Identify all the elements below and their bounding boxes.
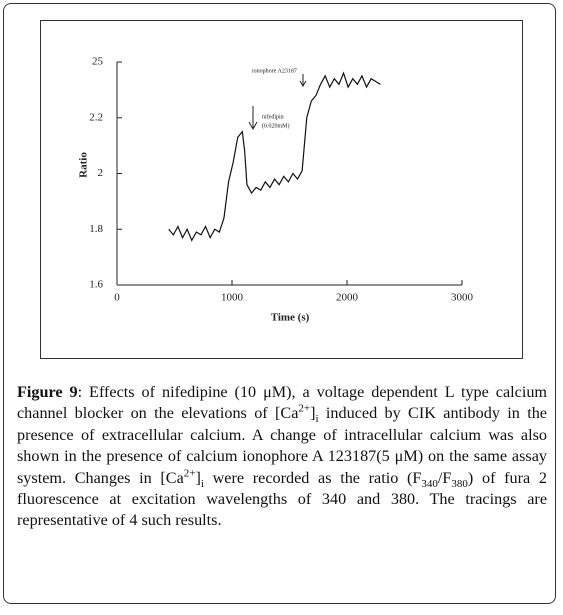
annotation: nifedipin [262, 113, 284, 120]
caption-sup: 2+ [298, 403, 311, 416]
caption-label: Figure 9 [17, 383, 78, 401]
annotation: ionophore A23187 [252, 68, 297, 74]
y-axis-label: Ratio [78, 152, 90, 178]
caption-sub: i [315, 413, 319, 426]
line-trace [168, 71, 381, 242]
caption: Figure 9: Effects of nifedipine (10 μM),… [17, 382, 547, 532]
caption-sup: 2+ [183, 467, 196, 480]
figure-frame [3, 3, 556, 604]
x-tick-label: 3000 [451, 292, 474, 304]
y-tick-label: 2.2 [89, 111, 103, 123]
x-tick-label: 1000 [221, 292, 244, 304]
y-tick-label: 1.8 [89, 223, 103, 235]
caption-sub: 380 [451, 477, 468, 490]
y-tick-label: 2 [98, 167, 104, 179]
x-tick-label: 0 [114, 292, 120, 304]
y-tick-label: 1.6 [89, 279, 103, 291]
caption-text: induced by CIK antibody in the presence … [17, 404, 547, 487]
caption-text: /F [437, 468, 452, 487]
caption-text: : Effects of nifedipine (10 μM), a volta… [17, 383, 548, 423]
caption-text: ] [310, 404, 316, 423]
y-tick-label: 25 [92, 56, 104, 68]
chart-frame [40, 20, 523, 359]
caption-text: ) of fura 2 fluorescence at excitation w… [17, 468, 547, 530]
annotation: (0.020mM) [262, 122, 290, 129]
arrow-head [299, 80, 307, 87]
caption-sub: 340 [421, 477, 438, 490]
chart: nifedipin (0.020mM) ionophore A23187 Tim… [78, 56, 474, 324]
caption-text: ] [195, 468, 201, 487]
x-tick-label: 2000 [336, 292, 359, 304]
caption-text: were recorded as the ratio (F [203, 468, 422, 487]
caption-sub: i [200, 477, 204, 490]
arrow-head [248, 121, 258, 131]
x-axis-label: Time (s) [271, 312, 310, 324]
